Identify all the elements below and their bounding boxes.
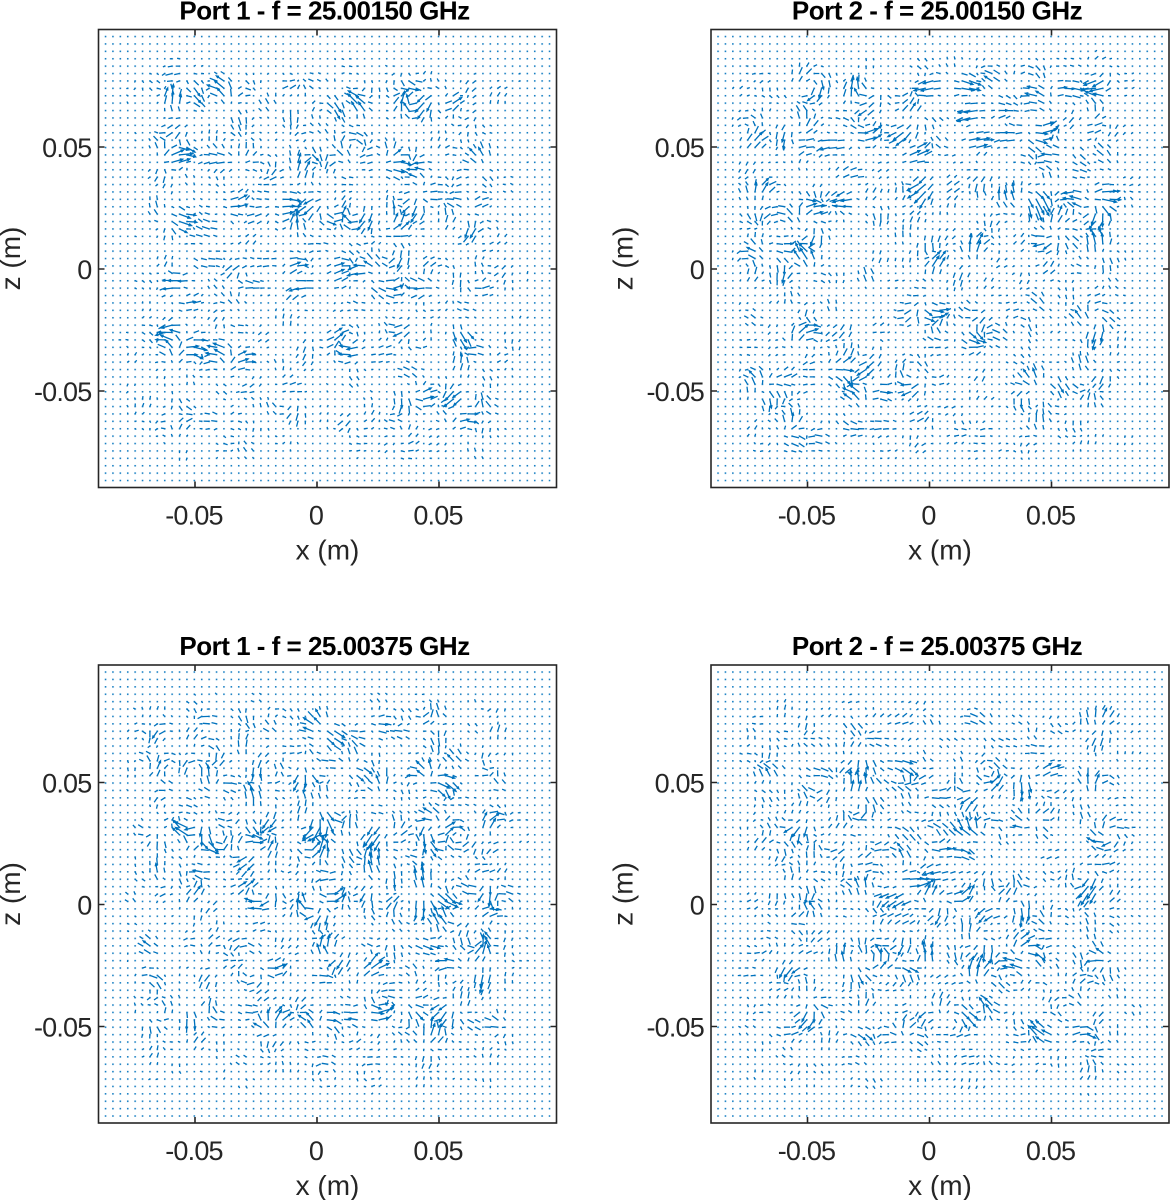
svg-text:Port 1 - f = 25.00150 GHz: Port 1 - f = 25.00150 GHz bbox=[179, 0, 470, 26]
svg-text:0.05: 0.05 bbox=[42, 133, 91, 163]
svg-text:0: 0 bbox=[690, 255, 704, 285]
svg-text:x (m): x (m) bbox=[296, 535, 360, 566]
svg-text:-0.05: -0.05 bbox=[34, 377, 92, 407]
svg-text:-0.05: -0.05 bbox=[778, 1136, 836, 1166]
svg-text:Port 2 - f = 25.00150 GHz: Port 2 - f = 25.00150 GHz bbox=[792, 0, 1083, 26]
svg-text:0.05: 0.05 bbox=[42, 769, 91, 799]
svg-text:0.05: 0.05 bbox=[1026, 1136, 1075, 1166]
svg-text:x (m): x (m) bbox=[908, 1170, 972, 1200]
svg-text:0.05: 0.05 bbox=[1026, 501, 1075, 531]
svg-text:0.05: 0.05 bbox=[413, 501, 462, 531]
svg-text:0: 0 bbox=[921, 1136, 935, 1166]
svg-text:z (m): z (m) bbox=[0, 227, 26, 291]
svg-text:x (m): x (m) bbox=[908, 535, 972, 566]
svg-text:-0.05: -0.05 bbox=[646, 1013, 704, 1043]
svg-text:Port 1 - f = 25.00375 GHz: Port 1 - f = 25.00375 GHz bbox=[179, 631, 470, 661]
svg-text:0.05: 0.05 bbox=[655, 133, 704, 163]
svg-text:z (m): z (m) bbox=[608, 862, 639, 926]
svg-text:0: 0 bbox=[921, 501, 935, 531]
svg-text:0: 0 bbox=[309, 501, 323, 531]
svg-text:0: 0 bbox=[309, 1136, 323, 1166]
svg-text:-0.05: -0.05 bbox=[165, 1136, 223, 1166]
svg-text:-0.05: -0.05 bbox=[34, 1013, 92, 1043]
svg-text:-0.05: -0.05 bbox=[165, 501, 223, 531]
svg-text:-0.05: -0.05 bbox=[778, 501, 836, 531]
svg-text:z (m): z (m) bbox=[608, 227, 639, 291]
svg-text:0.05: 0.05 bbox=[655, 769, 704, 799]
svg-text:0.05: 0.05 bbox=[413, 1136, 462, 1166]
svg-text:x (m): x (m) bbox=[296, 1170, 360, 1200]
svg-text:-0.05: -0.05 bbox=[646, 377, 704, 407]
svg-text:0: 0 bbox=[690, 891, 704, 921]
svg-text:0: 0 bbox=[77, 891, 91, 921]
svg-text:Port 2 - f = 25.00375 GHz: Port 2 - f = 25.00375 GHz bbox=[792, 631, 1083, 661]
svg-text:0: 0 bbox=[77, 255, 91, 285]
svg-text:z (m): z (m) bbox=[0, 862, 26, 926]
